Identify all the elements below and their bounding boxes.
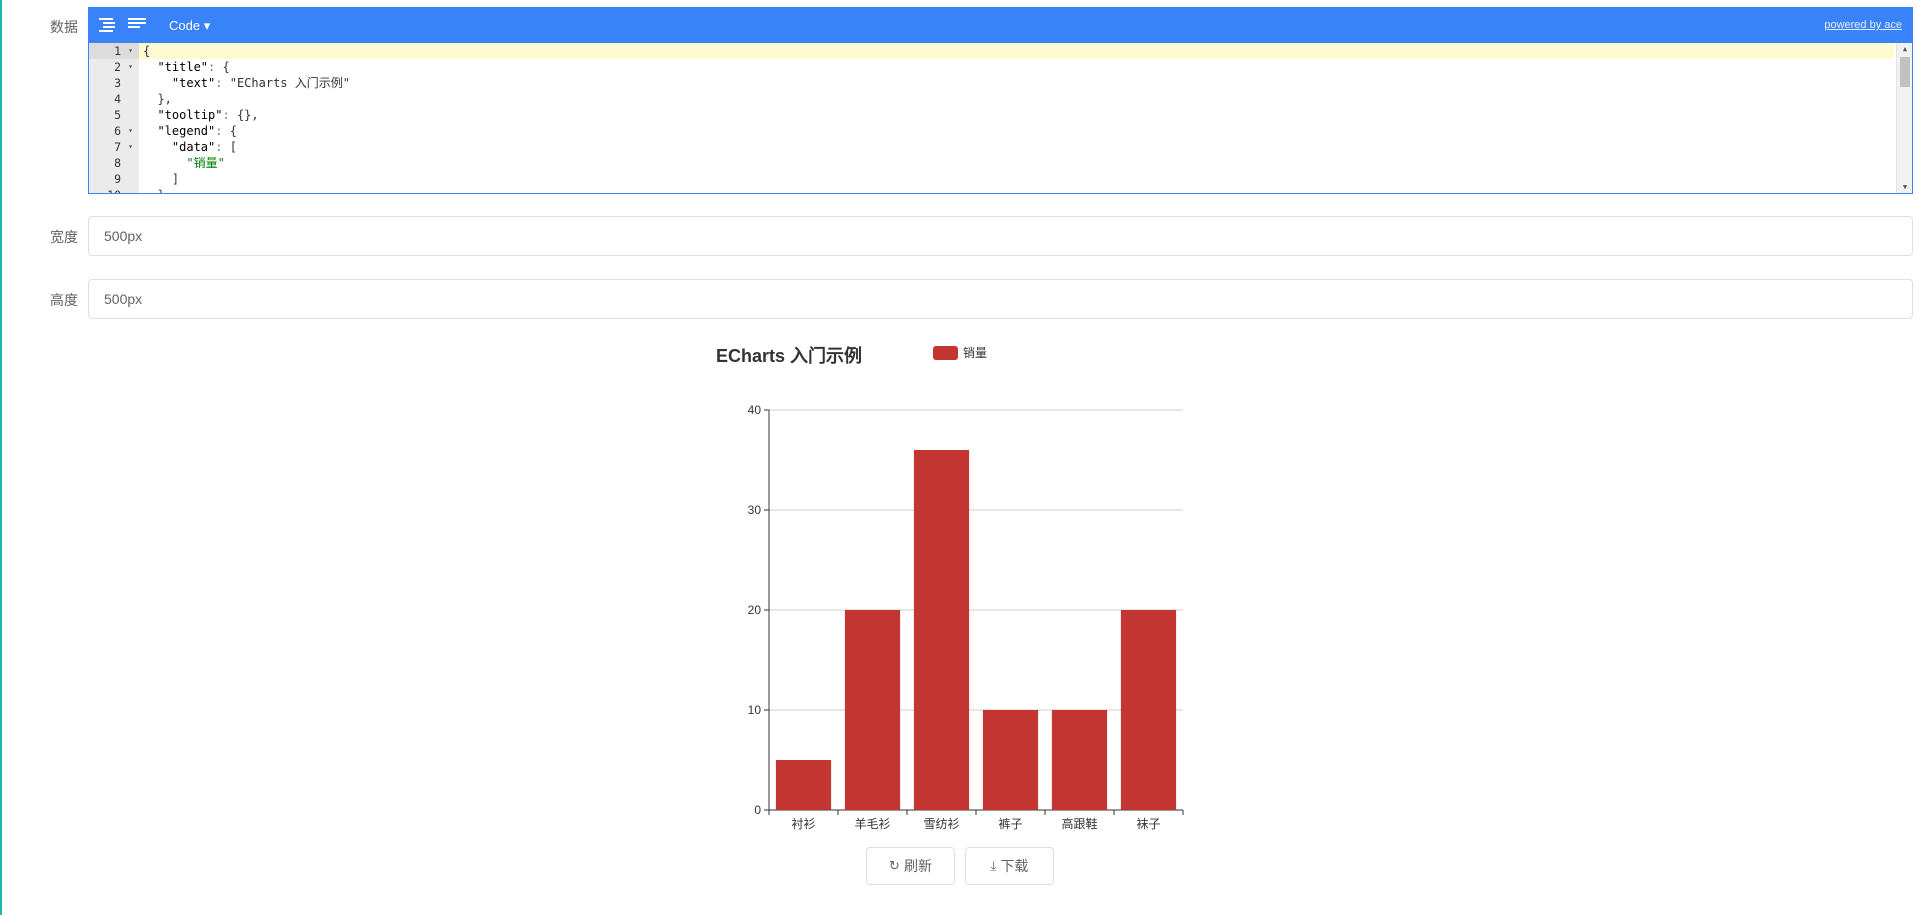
bar	[982, 710, 1039, 810]
width-label: 宽度	[50, 229, 78, 245]
y-tick-label: 30	[748, 503, 762, 517]
y-tick-label: 0	[754, 803, 761, 817]
fold-toggle-icon[interactable]: ▾	[128, 46, 133, 55]
json-editor[interactable]: Code ▾ powered by ace 1▾2▾ 3 4 5 6▾ 7▾ 8 910 { …	[88, 7, 1913, 194]
chart-container: 0 10 20 30 40 衬衫 羊毛衫 雪纺衫 裤子 高跟鞋 袜子 ECharts 入门示例 销量	[690, 330, 1190, 830]
scroll-up-icon[interactable]: ▲	[1902, 45, 1908, 53]
line-gutter: 1▾2▾ 3 4 5 6▾ 7▾ 8 910	[89, 43, 139, 193]
mode-dropdown[interactable]: Code ▾	[169, 18, 211, 33]
x-tick-label: 高跟鞋	[1061, 816, 1097, 830]
page-left-border	[0, 0, 2, 915]
line-number: 7 ▾	[114, 140, 133, 154]
code-line[interactable]: "data": [	[171, 140, 237, 154]
height-label: 高度	[50, 292, 78, 308]
x-tick-label: 裤子	[998, 817, 1022, 830]
format-icon[interactable]	[99, 17, 117, 33]
line-number: 3	[114, 76, 121, 90]
code-area[interactable]: { "title": { "text": "ECharts 入门示例" }, "…	[139, 43, 1894, 193]
line-number: 4	[114, 92, 121, 106]
y-tick-label: 10	[748, 703, 762, 717]
fold-toggle-icon[interactable]: ▾	[128, 142, 133, 151]
bar	[913, 450, 970, 810]
compact-icon[interactable]	[128, 17, 146, 33]
y-tick-label: 40	[748, 403, 762, 417]
code-line[interactable]: },	[143, 92, 172, 106]
legend-label: 销量	[963, 346, 988, 360]
line-number: 6 ▾	[114, 124, 133, 138]
refresh-icon: ↻	[889, 858, 900, 873]
line-number: 8	[114, 156, 121, 170]
legend-item[interactable]: 销量	[933, 344, 987, 361]
bar	[1051, 710, 1108, 810]
legend-swatch	[933, 345, 958, 360]
y-tick-label: 20	[748, 603, 762, 617]
refresh-button[interactable]: ↻ 刷新	[866, 847, 955, 885]
data-label: 数据	[50, 19, 78, 35]
bar-chart: 0 10 20 30 40 衬衫 羊毛衫 雪纺衫 裤子 高跟鞋 袜子	[748, 403, 1184, 830]
x-tick-label: 衬衫	[791, 817, 815, 830]
chart-title: ECharts 入门示例	[716, 346, 863, 366]
fold-toggle-icon[interactable]: ▾	[128, 126, 133, 135]
code-line[interactable]: ]	[143, 172, 180, 186]
line-number: 5	[114, 108, 121, 122]
refresh-label: 刷新	[903, 858, 932, 874]
x-tick-label: 雪纺衫	[923, 817, 959, 830]
download-button[interactable]: ⤓ 下载	[965, 847, 1054, 885]
x-tick-label: 羊毛衫	[854, 816, 890, 830]
editor-body[interactable]: 1▾2▾ 3 4 5 6▾ 7▾ 8 910 { "title": { "text": "EC…	[89, 43, 1912, 193]
code-line[interactable]: "legend": {	[157, 124, 237, 138]
line-number: 10	[89, 187, 139, 193]
editor-toolbar: Code ▾ powered by ace	[89, 8, 1912, 43]
fold-toggle-icon[interactable]: ▾	[128, 62, 133, 71]
code-line[interactable]: "title": {	[157, 60, 230, 74]
line-number: 1 ▾	[89, 43, 139, 59]
code-line[interactable]: "销量"	[186, 156, 225, 170]
scroll-down-icon[interactable]: ▼	[1902, 183, 1908, 191]
width-input[interactable]: 500px	[88, 216, 1913, 256]
line-number: 2 ▾	[114, 60, 133, 74]
height-input[interactable]: 500px	[88, 279, 1913, 319]
download-label: 下载	[1000, 858, 1029, 874]
code-line[interactable]: "tooltip": {},	[157, 108, 259, 122]
editor-scrollbar[interactable]: ▲ ▼	[1896, 43, 1912, 193]
bar	[1120, 610, 1177, 810]
line-number: 9	[114, 172, 121, 186]
bar	[844, 610, 901, 810]
download-icon: ⤓	[990, 858, 997, 873]
powered-by-link[interactable]: powered by ace	[1824, 19, 1902, 31]
x-tick-label: 袜子	[1136, 817, 1160, 830]
scroll-thumb[interactable]	[1900, 57, 1910, 87]
code-line[interactable]: },	[139, 187, 1894, 193]
bar	[775, 760, 832, 810]
code-line[interactable]: "text": "ECharts 入门示例"	[171, 76, 350, 90]
code-line[interactable]: {	[139, 43, 1894, 59]
